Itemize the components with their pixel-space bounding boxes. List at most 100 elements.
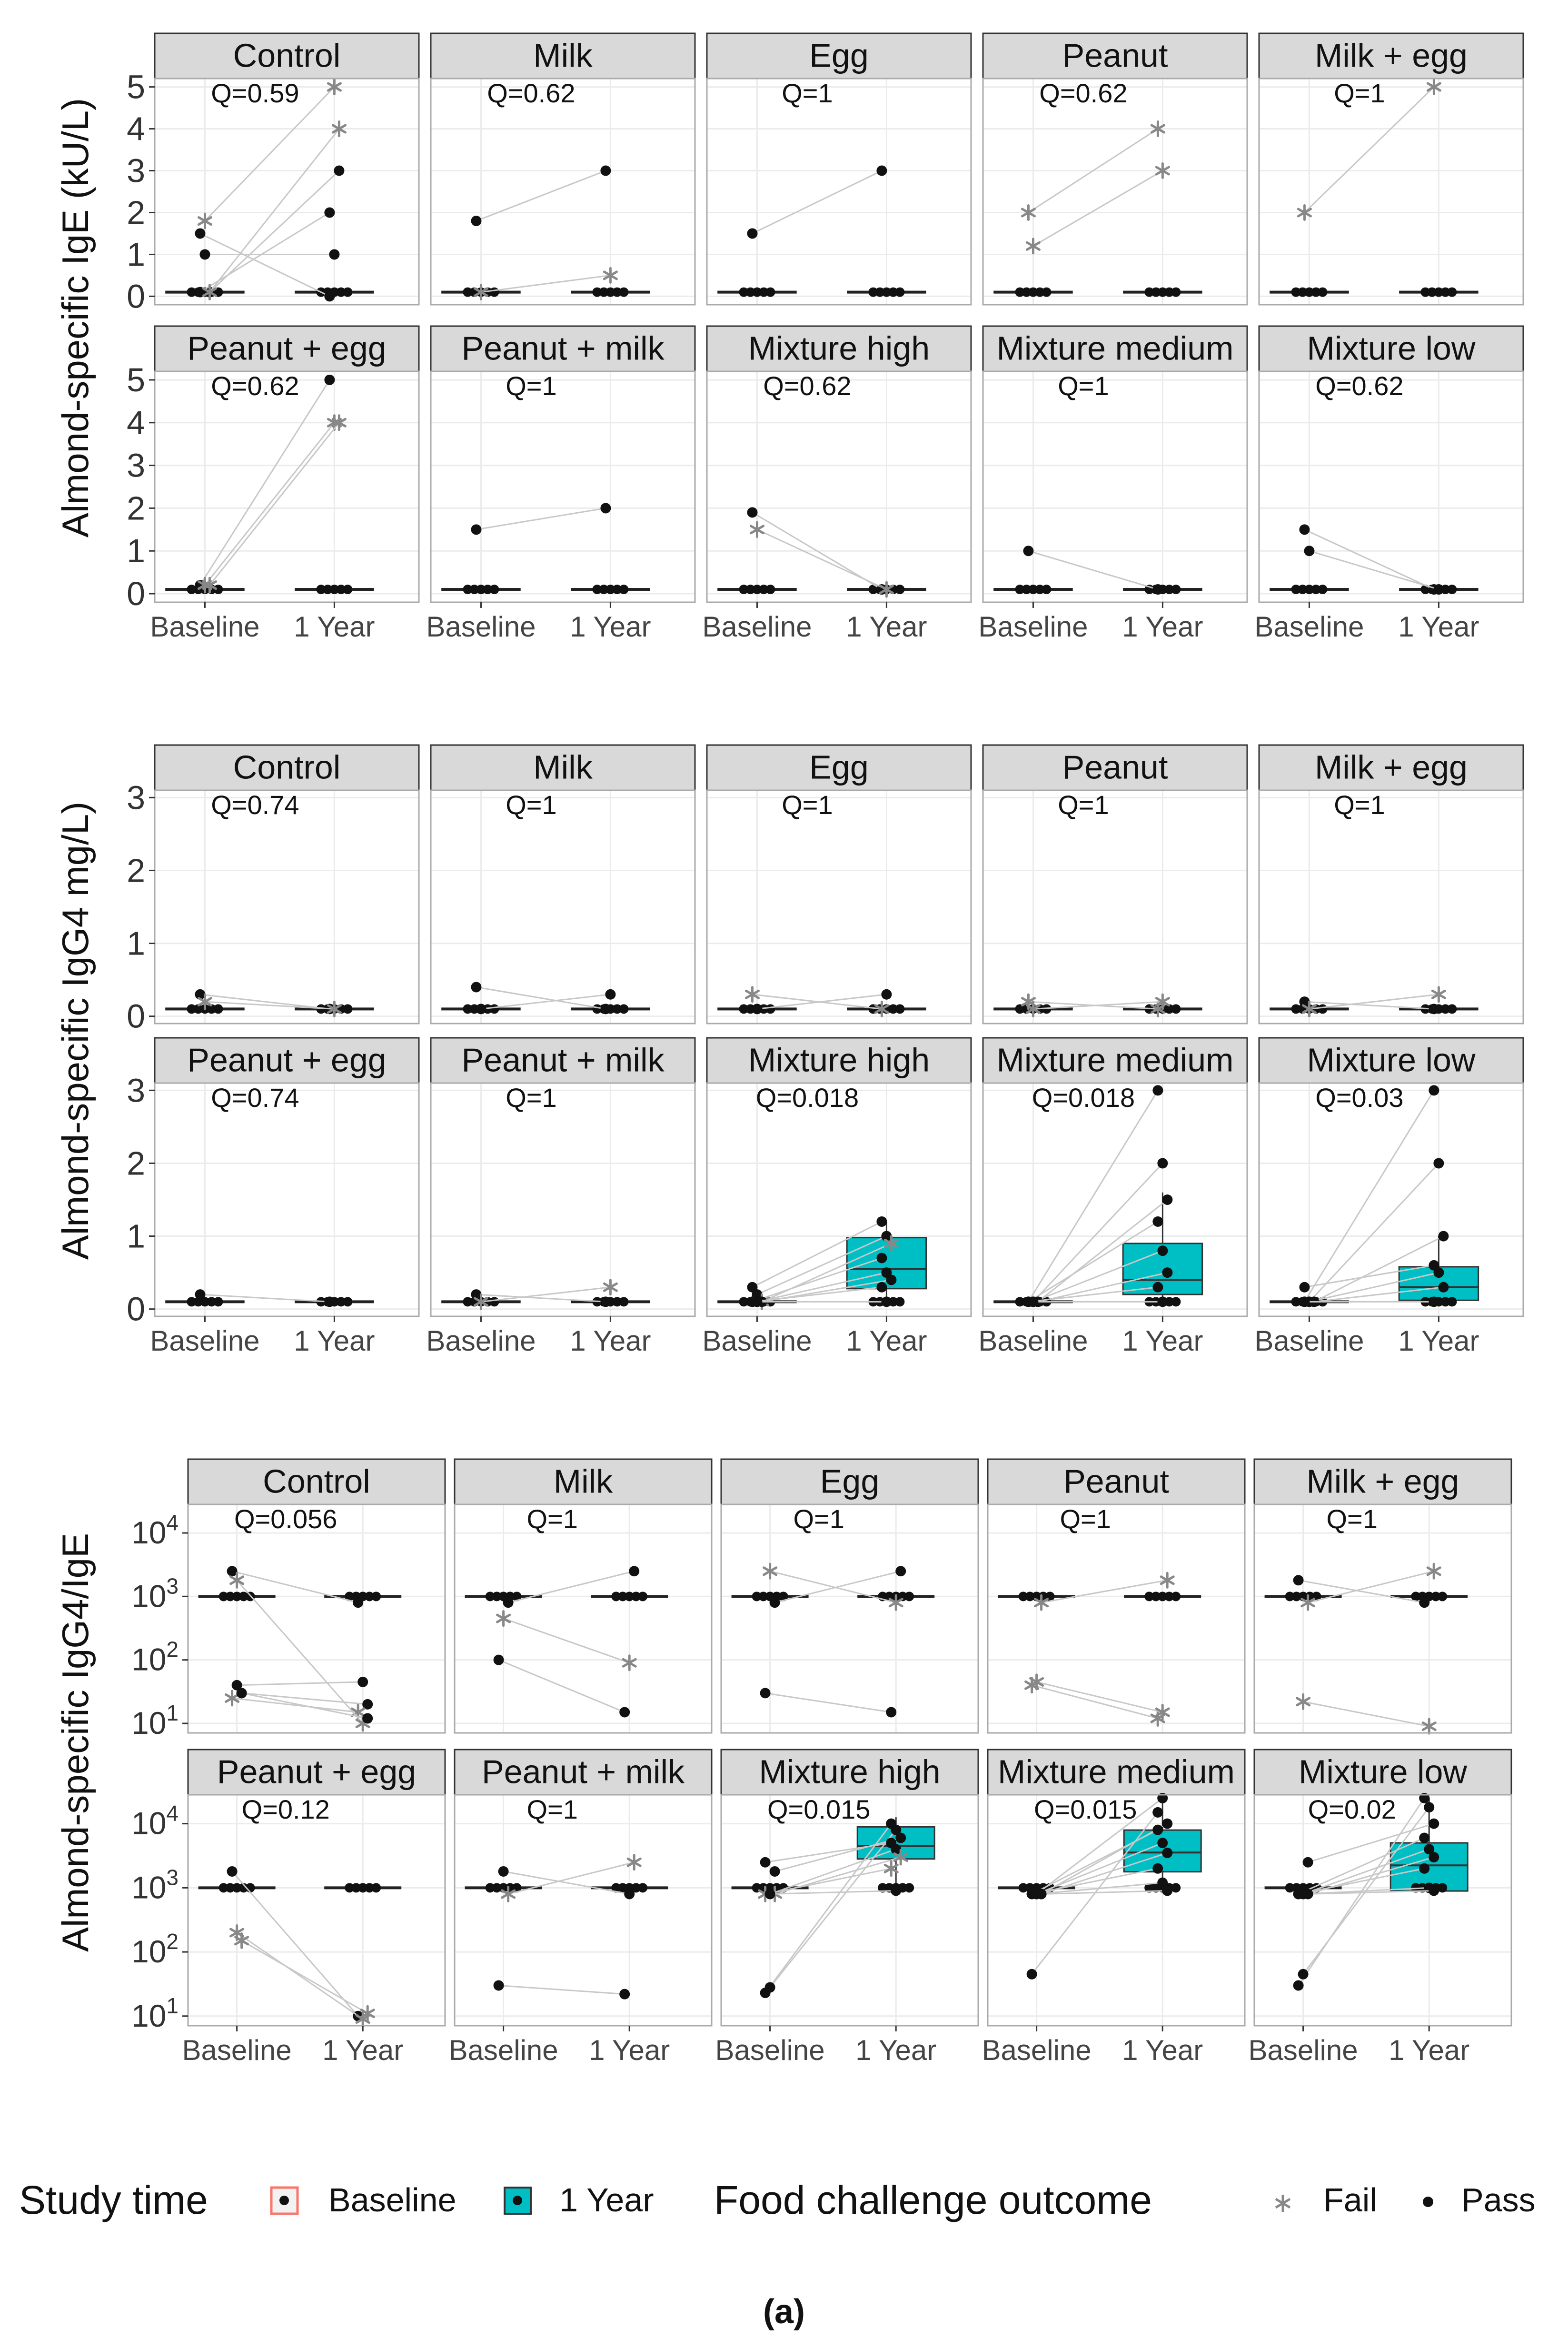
one-year-point [881,1296,892,1307]
baseline-point [752,1592,762,1602]
baseline-point [227,1566,238,1577]
x-tick-label: Baseline [1254,611,1364,643]
baseline-point [769,1597,780,1608]
plot-area [155,790,419,1024]
baseline-point [1025,1000,1041,1017]
legend: Study time Baseline 1 Year Food challeng… [19,2178,1536,2222]
panel-border [1253,1794,1512,2027]
one-year-point [358,1883,368,1893]
panel-border [430,78,696,306]
baseline-point [463,1004,473,1014]
plot-area [431,371,695,602]
one-year-point [876,1253,887,1264]
one-year-point [1429,1885,1439,1896]
paired-line [1309,994,1439,1010]
one-year-point [360,2005,375,2022]
panel-title: Peanut [1062,37,1168,74]
x-tick-label: 1 Year [1122,2034,1203,2066]
paired-line [231,1870,359,2017]
one-year-point [599,287,609,297]
one-year-point [336,585,346,595]
panel-title: Mixture medium [997,1041,1234,1078]
paired-line [508,1861,635,1895]
one-year-point [1426,1562,1441,1580]
one-year-point [603,1279,618,1296]
x-tick-label: Baseline [702,611,812,643]
panel: Peanut Q=1 [987,1458,1246,1734]
panel: Peanut + milk Q=1 Baseline 1 Year [449,1749,713,2066]
one-year-point [626,1854,642,1871]
one-year-point [1429,1852,1439,1863]
paired-line [1309,550,1439,590]
baseline-point [1018,1592,1028,1602]
plot-area [155,79,419,305]
baseline-point [1042,585,1052,595]
baseline-point [760,1688,771,1699]
paired-line [1037,1199,1168,1303]
x-tick-label: 1 Year [846,611,927,643]
x-tick-label: Baseline [715,2034,825,2066]
one-year-point [882,287,892,297]
x-tick-label: Baseline [702,1325,812,1357]
one-year-point [868,287,878,297]
paired-line [1308,1823,1434,1863]
y-tick-label: 1 [127,532,145,569]
y-tick-label: 103 [131,1573,179,1613]
x-tick-label: Baseline [150,611,259,643]
q-value-label: Q=0.62 [1039,78,1127,108]
one-year-point [611,1592,621,1602]
one-year-point [600,1296,611,1307]
one-year-point [622,1654,637,1671]
plot-area [455,1504,712,1733]
panel-title: Control [263,1462,370,1500]
paired-line [761,1243,892,1303]
baseline-point [764,1982,775,1993]
q-value-label: Q=1 [526,1504,577,1534]
baseline-point [471,982,482,993]
paired-line [1036,1842,1163,1895]
baseline-point [227,1866,238,1877]
paired-line [1041,1890,1168,1895]
baseline-point [1285,1592,1295,1602]
legend-label-pass: Pass [1461,2181,1536,2219]
one-year-point [343,287,353,297]
q-value-label: Q=1 [1060,1504,1111,1534]
one-year-point [1152,1807,1163,1818]
baseline-point [1318,287,1328,297]
plot-area [988,1795,1245,2026]
panel: Egg Q=1 [720,1458,979,1734]
panel: Mixture low Q=0.62 Baseline 1 Year [1254,325,1524,643]
y-tick-label: 2 [127,194,145,231]
one-year-point [883,1235,899,1252]
one-year-point [600,165,611,176]
x-tick-label: Baseline [426,1325,536,1357]
baseline-point [1042,287,1052,297]
one-year-point [1162,1848,1173,1859]
plot-area [707,1083,971,1316]
baseline-point [747,507,758,518]
one-year-point [316,585,326,595]
q-value-label: Q=1 [782,790,833,820]
baseline-point [187,1297,197,1307]
y-tick-label: 2 [127,489,145,527]
baseline-point [739,1297,749,1307]
one-year-point [1447,287,1457,297]
paired-line [1032,1163,1163,1303]
baseline-point [1299,1296,1310,1307]
plot-area [155,371,419,602]
panel-border [706,789,972,1025]
baseline-point [764,1889,775,1900]
legend-outcome-title: Food challenge outcome [714,2178,1152,2222]
panel-strip [454,1458,713,1505]
x-tick-label: 1 Year [570,1325,651,1357]
baseline-point [1291,1004,1301,1014]
one-year-point [1171,1883,1181,1893]
paired-line [241,1940,368,2014]
panel-border [987,1503,1246,1734]
one-year-point [891,1844,902,1855]
one-year-point [1152,1216,1163,1227]
baseline-point [1026,1969,1037,1980]
panel-title: Milk [533,37,593,74]
paired-line [498,1659,625,1713]
baseline-point [225,1690,240,1707]
